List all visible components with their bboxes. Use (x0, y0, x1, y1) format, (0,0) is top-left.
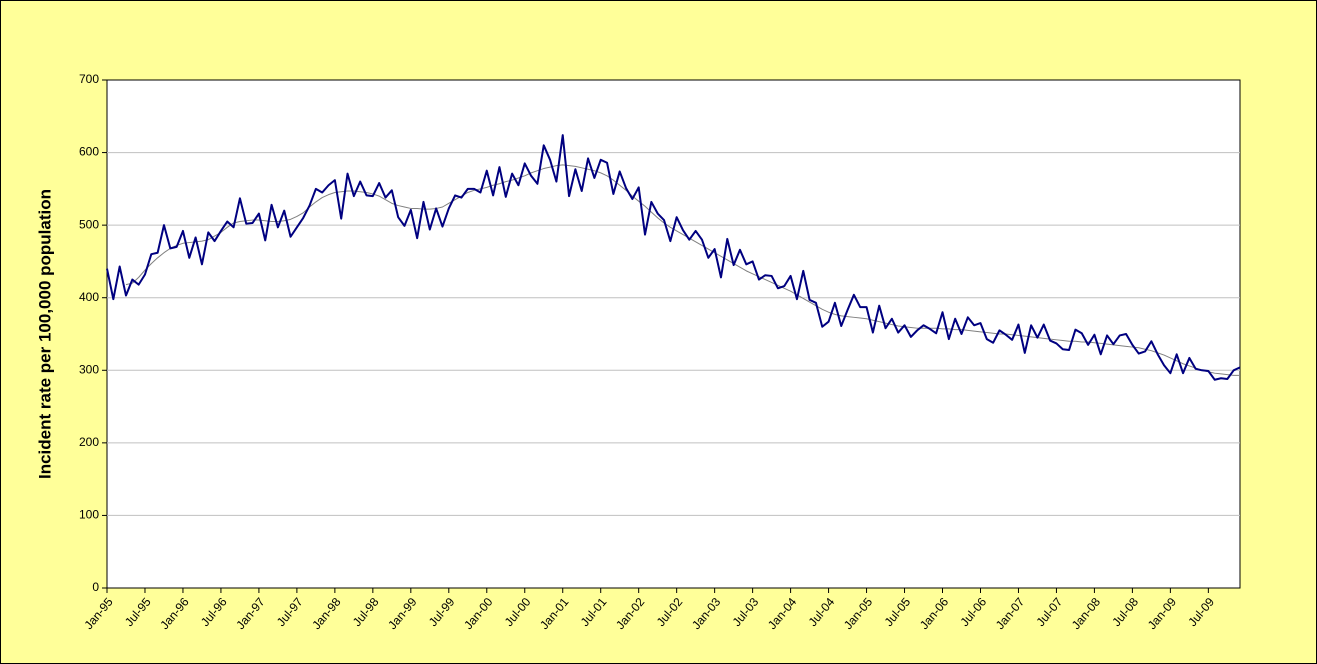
y-axis-title: Incident rate per 100,000 population (35, 189, 54, 479)
y-tick-label: 200 (79, 435, 99, 449)
series-line (125, 164, 1240, 376)
y-tick-label: 600 (79, 145, 99, 159)
y-tick-label: 300 (79, 362, 99, 376)
y-tick-label: 400 (79, 290, 99, 304)
plot-area (106, 79, 1241, 589)
y-tick-label: 0 (92, 580, 99, 594)
y-tick-label: 500 (79, 217, 99, 231)
y-tick-label: 700 (79, 72, 99, 86)
y-tick-label: 100 (79, 508, 99, 522)
series-line (106, 134, 1241, 381)
